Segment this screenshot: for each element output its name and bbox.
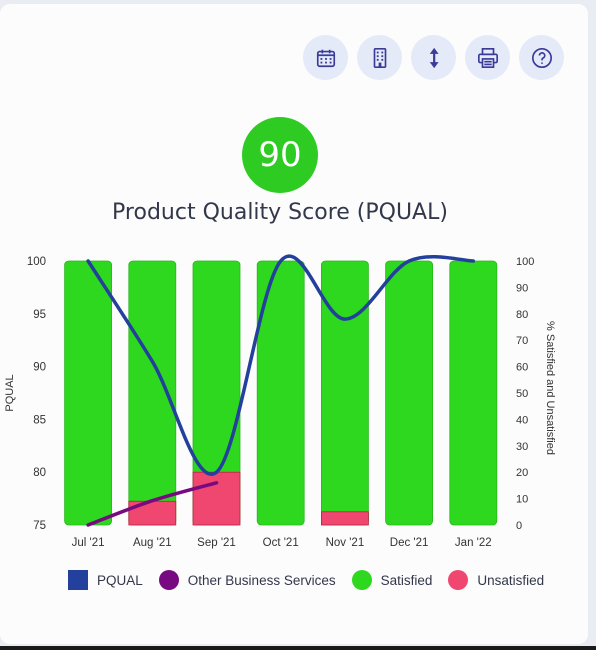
y2-tick-label: 10: [516, 494, 528, 506]
y2-tick-label: 90: [516, 282, 528, 294]
y-tick-label: 90: [33, 362, 46, 374]
y2-axis-label: % Satisfied and Unsatisfied: [544, 321, 556, 455]
bar-unsatisfied: [320, 511, 369, 526]
vertical-arrows-icon: [429, 47, 439, 68]
bar-satisfied: [449, 260, 498, 526]
chart-title: Product Quality Score (PQUAL): [112, 200, 448, 225]
y-tick-label: 80: [33, 467, 46, 479]
y2-tick-label: 50: [516, 388, 528, 400]
building-button[interactable]: [357, 35, 402, 80]
line-other-business-services: [86, 481, 219, 527]
y2-tick-label: 20: [516, 467, 528, 479]
x-tick-label: Jul '21: [72, 537, 105, 549]
y-tick-label: 85: [33, 414, 46, 426]
legend-swatch-pqual: [68, 570, 88, 590]
y2-tick-label: 0: [516, 520, 522, 532]
x-tick-label: Sep '21: [197, 537, 236, 549]
divider: [0, 646, 596, 650]
score-badge: 90: [242, 117, 318, 193]
bar-satisfied: [64, 260, 112, 526]
y-tick-label: 100: [27, 256, 46, 268]
bar-satisfied: [320, 260, 369, 526]
legend-label-unsatisfied: Unsatisfied: [477, 572, 545, 588]
help-icon: [531, 47, 552, 68]
legend-item-pqual[interactable]: PQUAL: [68, 570, 143, 590]
y-axis-label: PQUAL: [4, 374, 16, 411]
toolbar: [303, 35, 564, 80]
y2-tick-label: 60: [516, 362, 528, 374]
y2-tick-label: 70: [516, 335, 528, 347]
legend-swatch-other: [158, 570, 179, 590]
x-tick-label: Jan '22: [455, 537, 492, 549]
legend-label-satisfied: Satisfied: [380, 572, 433, 588]
legend-swatch-satisfied: [351, 570, 372, 590]
printer-icon: [477, 47, 498, 68]
legend-label-other: Other Business Services: [187, 572, 336, 588]
y-tick-label: 75: [33, 520, 46, 532]
y2-tick-label: 30: [516, 441, 528, 453]
x-tick-label: Dec '21: [390, 537, 429, 549]
calendar-icon: [316, 49, 335, 67]
help-button[interactable]: [519, 35, 564, 80]
combo-chart: Jul '21 Aug '21 Sep '21 Oct '21 Nov '21 Dec '…: [4, 254, 556, 549]
y2-tick-label: 100: [516, 256, 534, 268]
y2-tick-label: 40: [516, 414, 528, 426]
x-tick-label: Aug '21: [133, 537, 172, 549]
x-tick-label: Oct '21: [263, 537, 299, 549]
bar-unsatisfied: [192, 471, 241, 526]
building-icon: [373, 47, 386, 68]
legend-swatch-unsatisfied: [448, 570, 469, 590]
line-pqual: [86, 254, 476, 476]
legend: PQUAL Other Business Services Satisfied …: [68, 570, 560, 590]
sort-button[interactable]: [411, 35, 456, 80]
calendar-button[interactable]: [303, 35, 348, 80]
y2-tick-label: 80: [516, 309, 528, 321]
legend-item-unsatisfied[interactable]: Unsatisfied: [448, 570, 544, 590]
x-tick-label: Nov '21: [326, 537, 365, 549]
legend-label-pqual: PQUAL: [97, 572, 143, 588]
print-button[interactable]: [465, 35, 510, 80]
legend-item-satisfied[interactable]: Satisfied: [351, 570, 433, 590]
legend-item-other[interactable]: Other Business Services: [158, 570, 336, 590]
y-tick-label: 95: [33, 309, 46, 321]
bar-satisfied: [385, 260, 434, 526]
